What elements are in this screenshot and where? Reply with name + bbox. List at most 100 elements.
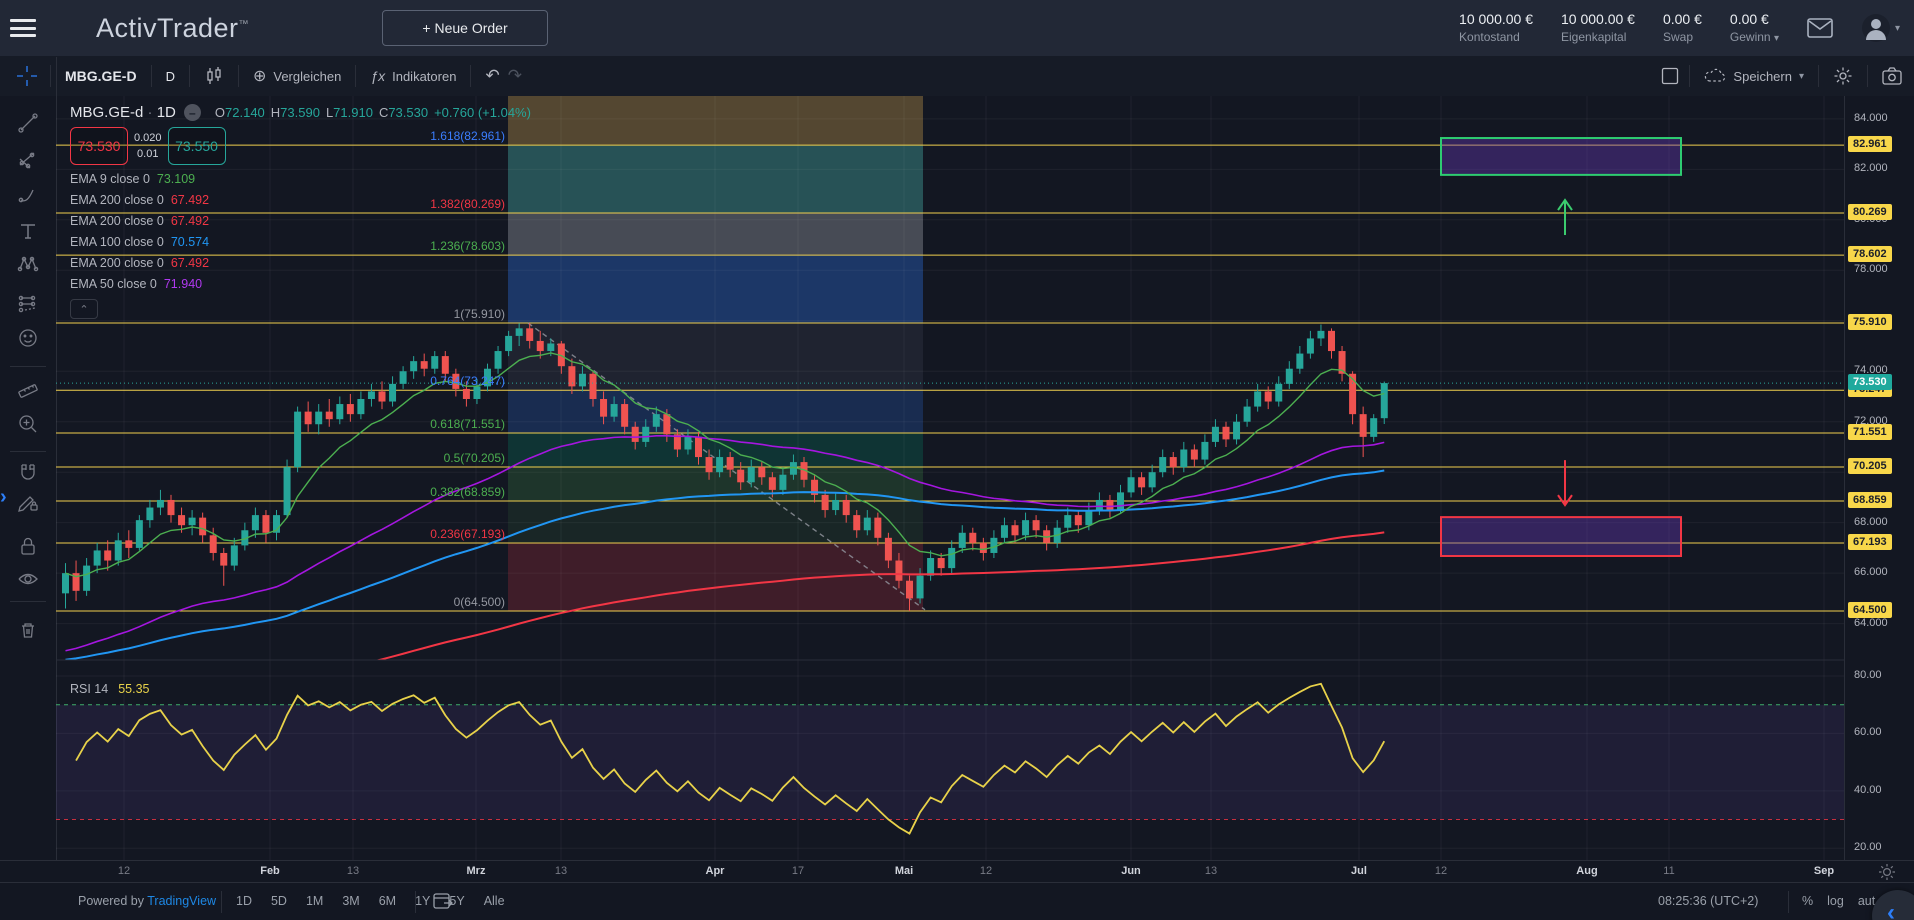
- fib-label: 0.618(71.551): [430, 417, 505, 431]
- compare-button[interactable]: ⊕ Vergleichen: [252, 68, 342, 85]
- menu-icon[interactable]: [10, 19, 36, 37]
- mail-icon[interactable]: [1807, 18, 1833, 38]
- text-icon[interactable]: [15, 218, 41, 244]
- new-order-button[interactable]: + Neue Order: [382, 10, 548, 46]
- lock-all-icon[interactable]: [15, 533, 41, 559]
- range-1m[interactable]: 1M: [305, 894, 324, 908]
- legend-hide-icon[interactable]: –: [183, 104, 201, 121]
- range-5y[interactable]: 5Y: [449, 894, 465, 908]
- log-scale-button[interactable]: log: [1827, 894, 1844, 908]
- screenshot-button[interactable]: [1878, 67, 1906, 85]
- clock-timezone[interactable]: 08:25:36 (UTC+2): [1658, 894, 1759, 908]
- range-3m[interactable]: 3M: [342, 894, 360, 908]
- range-1d[interactable]: 1D: [236, 894, 252, 908]
- forecast-icon[interactable]: [15, 290, 41, 316]
- emoji-icon[interactable]: [15, 325, 41, 351]
- fx-icon: ƒx: [370, 68, 386, 84]
- stat-kontostand: 10 000.00 € Kontostand: [1459, 11, 1533, 45]
- save-layout-button[interactable]: Speichern ▾: [1700, 68, 1808, 84]
- undo-button[interactable]: ↶: [485, 66, 500, 85]
- indicator-row[interactable]: EMA 200 close 0 67.492: [70, 256, 210, 270]
- powered-by[interactable]: Powered by TradingView: [78, 894, 217, 908]
- indicator-row[interactable]: EMA 50 close 0 71.940: [70, 277, 203, 291]
- indicators-button[interactable]: ƒx Indikatoren: [370, 68, 457, 84]
- chart-canvas[interactable]: 1.618(82.961) 1.382(80.269) 1.236(78.603) 1…: [56, 96, 1844, 860]
- rsi-line[interactable]: [75, 682, 1386, 835]
- indicator-row[interactable]: EMA 200 close 0 67.492: [70, 214, 210, 228]
- sun-icon[interactable]: [1878, 863, 1896, 881]
- supply-zone[interactable]: [1440, 137, 1682, 176]
- stat-swap: 0.00 € Swap: [1662, 11, 1702, 45]
- spread: 0.020 0.01: [134, 131, 162, 161]
- object-tree-expander[interactable]: ›: [0, 486, 7, 508]
- percent-scale-button[interactable]: %: [1802, 894, 1814, 908]
- range-5d[interactable]: 5D: [270, 894, 287, 908]
- remove-drawings-icon[interactable]: [15, 617, 41, 643]
- time-label: Mrz: [466, 865, 486, 877]
- chart-legend: MBG.GE-d · 1D – O72.140 H73.590 L71.910 C73…: [70, 104, 531, 319]
- fib-price-badge: 64.500: [1848, 602, 1892, 619]
- range-6m[interactable]: 6M: [378, 894, 397, 908]
- fib-label: 0.5(70.205): [444, 451, 505, 465]
- indicator-row[interactable]: EMA 9 close 0 73.109: [70, 172, 196, 186]
- fib-band: [508, 323, 923, 391]
- avatar: [1861, 14, 1890, 42]
- fib-label: 0.382(68.859): [430, 485, 505, 499]
- fib-tools-icon[interactable]: [15, 147, 41, 173]
- goto-date-button[interactable]: [432, 891, 454, 914]
- candles[interactable]: [62, 323, 1388, 612]
- time-axis[interactable]: 12 Feb 13 Mrz 13 Apr 17 Mai 12 Jun 13 Jul 12 Aug 11 Sep: [0, 860, 1914, 882]
- time-label: Apr: [705, 865, 725, 877]
- price-axis[interactable]: 84.00082.00080.00078.00076.00074.00072.0…: [1844, 96, 1914, 860]
- zoom-in-icon[interactable]: [15, 411, 41, 437]
- indicator-row[interactable]: EMA 200 close 0 67.492: [70, 193, 210, 207]
- ema100-line[interactable]: [65, 469, 1385, 660]
- fib-band: [508, 255, 923, 324]
- rsi-legend[interactable]: RSI 14 55.35: [70, 682, 150, 696]
- fib-label: 0.236(67.193): [430, 527, 505, 541]
- auto-scale-button[interactable]: aut: [1857, 894, 1876, 908]
- demand-zone[interactable]: [1440, 516, 1682, 557]
- magnet-icon[interactable]: [15, 460, 41, 486]
- range-alle[interactable]: Alle: [483, 894, 505, 908]
- chart-pane[interactable]: 1.618(82.961) 1.382(80.269) 1.236(78.603) 1…: [56, 96, 1844, 860]
- bottom-toolbar: Powered by TradingView 1D 5D 1M 3M 6M 1Y 5Y All…: [0, 882, 1914, 920]
- xabcd-pattern-icon[interactable]: [15, 251, 41, 277]
- legend-symbol[interactable]: MBG.GE-d · 1D: [70, 104, 176, 121]
- hide-drawings-icon[interactable]: [15, 566, 41, 592]
- ema50-line[interactable]: [65, 434, 1385, 652]
- interval-button[interactable]: D: [165, 68, 175, 84]
- time-label: 12: [117, 865, 131, 877]
- indicator-row[interactable]: EMA 100 close 0 70.574: [70, 235, 210, 249]
- price-tick: 68.000: [1854, 515, 1888, 528]
- buy-button[interactable]: 73.550: [167, 127, 226, 165]
- chevron-down-icon: ▾: [1773, 33, 1779, 45]
- chart-style-button[interactable]: [200, 66, 228, 86]
- layout-icon[interactable]: [1661, 67, 1679, 85]
- legend-collapse-button[interactable]: ⌃: [70, 299, 98, 319]
- stay-drawing-mode-icon[interactable]: [15, 490, 41, 516]
- stat-gewinn[interactable]: 0.00 € Gewinn ▾: [1729, 11, 1779, 45]
- trend-line-icon[interactable]: [15, 110, 41, 136]
- time-label: 13: [1204, 865, 1218, 877]
- time-label: 11: [1663, 865, 1675, 877]
- symbol-search-button[interactable]: MBG.GE-D: [65, 68, 137, 84]
- candles-icon: [207, 67, 221, 84]
- price-tick: 82.000: [1854, 162, 1888, 175]
- brush-icon[interactable]: [15, 182, 41, 208]
- range-buttons: 1D 5D 1M 3M 6M 1Y 5Y Alle: [236, 894, 505, 908]
- sell-button[interactable]: 73.530: [70, 127, 128, 165]
- fib-label: 0.764(73.247): [430, 374, 505, 388]
- account-menu[interactable]: ▾: [1861, 13, 1900, 43]
- redo-button[interactable]: ↷: [507, 66, 522, 85]
- trend-dashed-line[interactable]: [527, 322, 926, 611]
- crosshair-tool[interactable]: [14, 63, 40, 89]
- price-tick: 66.000: [1854, 566, 1888, 579]
- tradingview-link[interactable]: TradingView: [147, 894, 217, 908]
- range-1y[interactable]: 1Y: [415, 894, 431, 908]
- chart-settings-button[interactable]: [1829, 66, 1857, 86]
- ruler-icon[interactable]: [15, 374, 41, 400]
- ema200-line[interactable]: [66, 531, 1385, 718]
- ema9-line[interactable]: [65, 352, 1385, 578]
- camera-icon: [1882, 67, 1902, 85]
